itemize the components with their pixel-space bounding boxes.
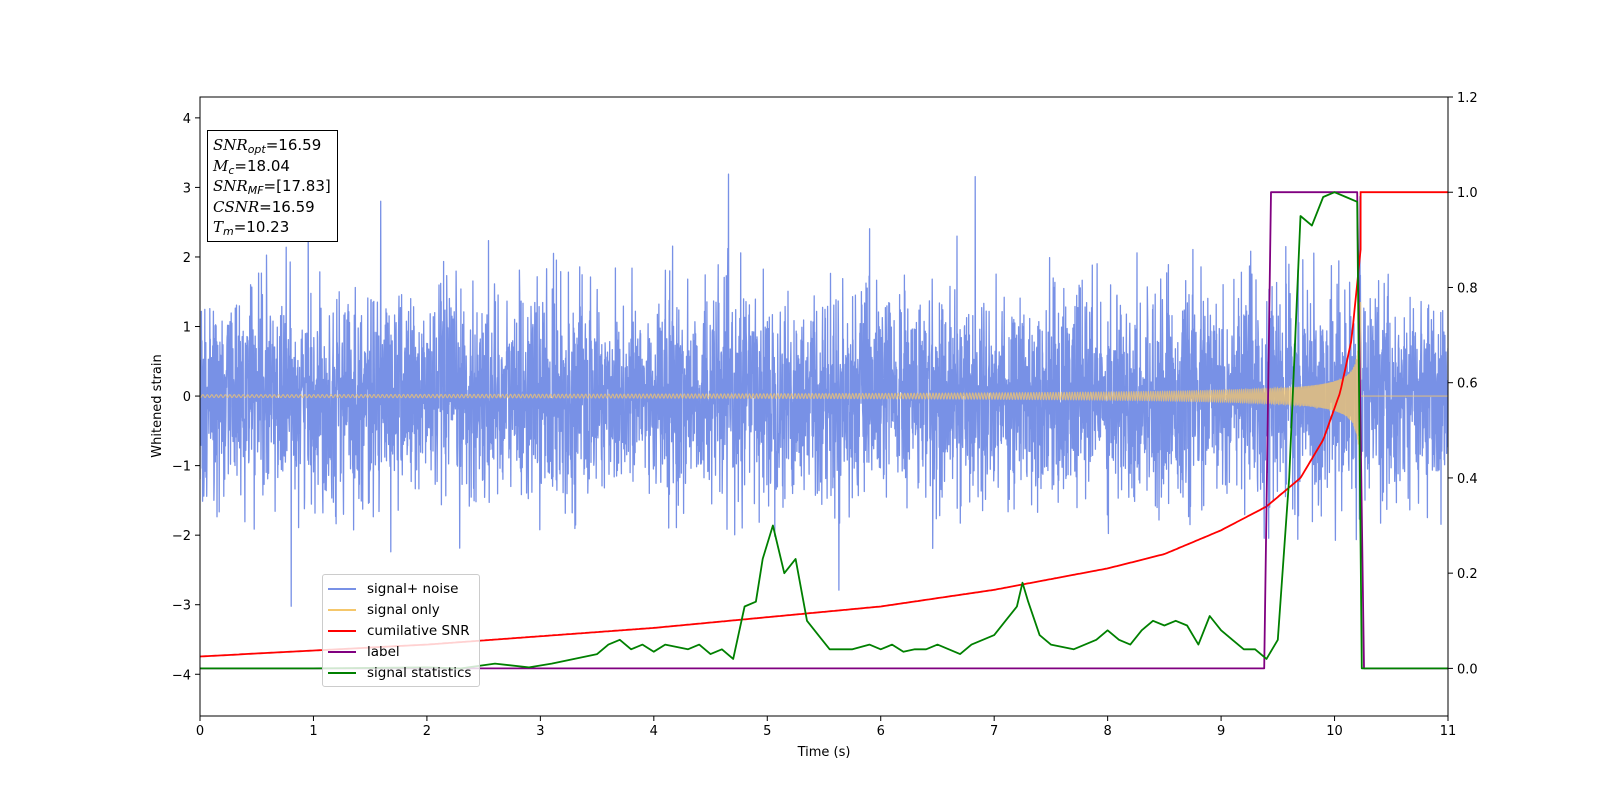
y2-tick-label: 1.2 [1457,91,1478,106]
legend-swatch [328,671,356,674]
legend-item: label [323,641,479,662]
legend-swatch [328,629,356,632]
y2-tick-label: 0.2 [1457,567,1478,582]
y2-tick-label: 0.6 [1457,377,1478,392]
x-tick-label: 9 [1217,724,1225,739]
snr-opt-line: SNRopt=16.59 [213,136,322,156]
legend: signal+ noise signal only cumilative SNR… [322,574,480,687]
legend-item: cumilative SNR [323,620,479,641]
y-tick-label: −1 [172,460,191,475]
legend-item: signal statistics [323,662,479,683]
y-tick-label: 1 [183,321,191,336]
y-tick-label: 2 [183,251,191,266]
x-tick-label: 4 [650,724,658,739]
plot-frame [199,96,1449,717]
snr-mf-line: SNRMF=[17.83] [213,177,331,197]
legend-item: signal+ noise [323,578,479,599]
y-tick-label: −2 [172,529,191,544]
legend-swatch [328,587,356,590]
x-tick-label: 3 [536,724,544,739]
signal-only-line [200,301,1448,470]
legend-swatch [328,650,356,653]
stats-info-box: SNRopt=16.59 Mc=18.04 SNRMF=[17.83] CSNR… [207,130,338,242]
y-axis-label: Whitened strain [150,354,165,457]
y2-tick-label: 0.4 [1457,472,1478,487]
x-tick-label: 5 [763,724,771,739]
y-tick-label: −4 [172,668,191,683]
x-tick-label: 7 [990,724,998,739]
legend-item: signal only [323,599,479,620]
y-tick-label: −3 [172,599,191,614]
x-tick-label: 11 [1440,724,1457,739]
y2-tick-label: 1.0 [1457,186,1478,201]
x-axis: 0 1 2 3 4 5 6 7 8 9 10 11 [196,716,1456,739]
y2-tick-label: 0.8 [1457,281,1478,296]
signal-statistics-line [200,191,1448,670]
y-tick-label: 3 [183,181,191,196]
x-axis-label: Time (s) [797,745,851,760]
mc-line: Mc=18.04 [213,156,290,177]
y-tick-label: 4 [183,112,191,127]
y-axis-right: 1.2 1.0 0.8 0.6 0.4 0.2 0.0 [1448,91,1478,677]
x-tick-label: 6 [877,724,885,739]
y-tick-label: 0 [183,390,191,405]
y-axis-left: 4 3 2 1 0 −1 −2 −3 −4 [172,112,200,683]
x-tick-label: 10 [1326,724,1343,739]
legend-swatch [328,608,356,611]
tm-line: Tm=10.23 [213,218,290,238]
x-tick-label: 2 [423,724,431,739]
x-tick-label: 1 [309,724,317,739]
x-tick-label: 0 [196,724,204,739]
csnr-line: CSNR=16.59 [213,197,315,216]
y2-tick-label: 0.0 [1457,662,1478,677]
x-tick-label: 8 [1103,724,1111,739]
